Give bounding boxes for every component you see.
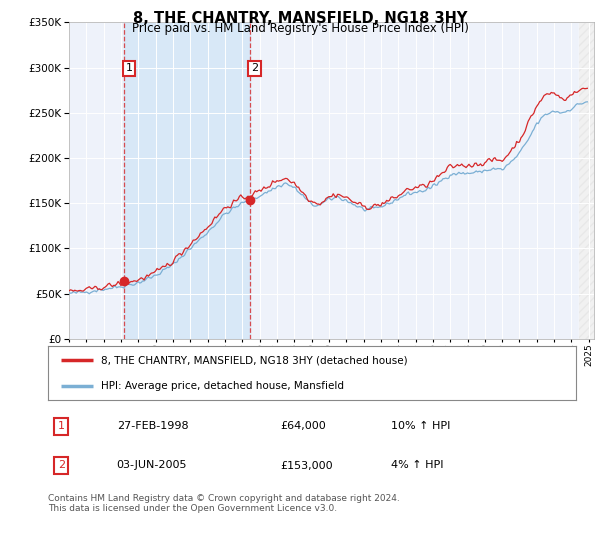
Text: 8, THE CHANTRY, MANSFIELD, NG18 3HY: 8, THE CHANTRY, MANSFIELD, NG18 3HY [133,11,467,26]
Text: 8, THE CHANTRY, MANSFIELD, NG18 3HY (detached house): 8, THE CHANTRY, MANSFIELD, NG18 3HY (det… [101,356,407,365]
Text: Contains HM Land Registry data © Crown copyright and database right 2024.
This d: Contains HM Land Registry data © Crown c… [48,494,400,514]
Bar [124,22,250,339]
Text: 03-JUN-2005: 03-JUN-2005 [116,460,187,470]
Bar [579,22,594,339]
Text: 1: 1 [58,421,65,431]
Text: 2: 2 [58,460,65,470]
Text: 4% ↑ HPI: 4% ↑ HPI [391,460,444,470]
Text: Price paid vs. HM Land Registry's House Price Index (HPI): Price paid vs. HM Land Registry's House … [131,22,469,35]
Text: HPI: Average price, detached house, Mansfield: HPI: Average price, detached house, Mans… [101,381,344,390]
Text: £153,000: £153,000 [280,460,333,470]
Text: £64,000: £64,000 [280,421,326,431]
Text: 27-FEB-1998: 27-FEB-1998 [116,421,188,431]
Text: 10% ↑ HPI: 10% ↑ HPI [391,421,451,431]
Text: 1: 1 [125,63,133,73]
Bar [579,22,594,339]
Text: 2: 2 [251,63,259,73]
